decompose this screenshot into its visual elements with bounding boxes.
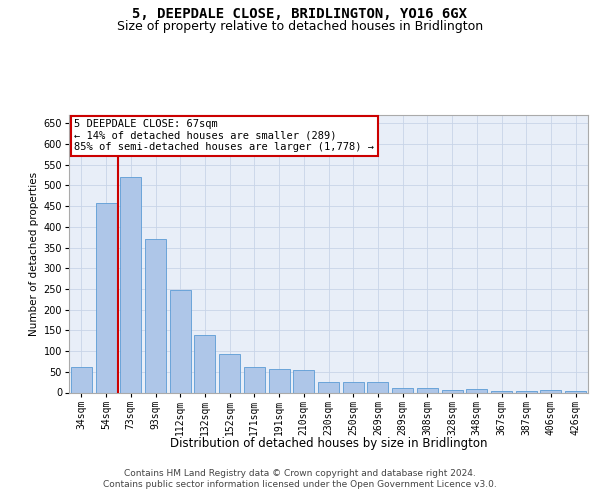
Text: Contains public sector information licensed under the Open Government Licence v3: Contains public sector information licen… bbox=[103, 480, 497, 489]
Bar bbox=[71, 367, 92, 392]
Bar bbox=[219, 354, 240, 393]
Bar bbox=[120, 177, 141, 392]
Bar bbox=[466, 389, 487, 392]
Bar bbox=[145, 240, 166, 392]
Bar bbox=[269, 369, 290, 392]
Text: 5, DEEPDALE CLOSE, BRIDLINGTON, YO16 6GX: 5, DEEPDALE CLOSE, BRIDLINGTON, YO16 6GX bbox=[133, 8, 467, 22]
Text: Contains HM Land Registry data © Crown copyright and database right 2024.: Contains HM Land Registry data © Crown c… bbox=[124, 469, 476, 478]
Bar bbox=[392, 388, 413, 392]
Bar bbox=[293, 370, 314, 392]
Bar bbox=[194, 334, 215, 392]
Bar bbox=[95, 203, 116, 392]
Y-axis label: Number of detached properties: Number of detached properties bbox=[29, 172, 39, 336]
Bar bbox=[244, 367, 265, 392]
Bar bbox=[367, 382, 388, 392]
Bar bbox=[318, 382, 339, 392]
Bar bbox=[343, 382, 364, 392]
Bar bbox=[541, 390, 562, 392]
Bar bbox=[417, 388, 438, 392]
Text: Distribution of detached houses by size in Bridlington: Distribution of detached houses by size … bbox=[170, 438, 488, 450]
Text: 5 DEEPDALE CLOSE: 67sqm
← 14% of detached houses are smaller (289)
85% of semi-d: 5 DEEPDALE CLOSE: 67sqm ← 14% of detache… bbox=[74, 119, 374, 152]
Text: Size of property relative to detached houses in Bridlington: Size of property relative to detached ho… bbox=[117, 20, 483, 33]
Bar bbox=[170, 290, 191, 392]
Bar bbox=[442, 390, 463, 392]
